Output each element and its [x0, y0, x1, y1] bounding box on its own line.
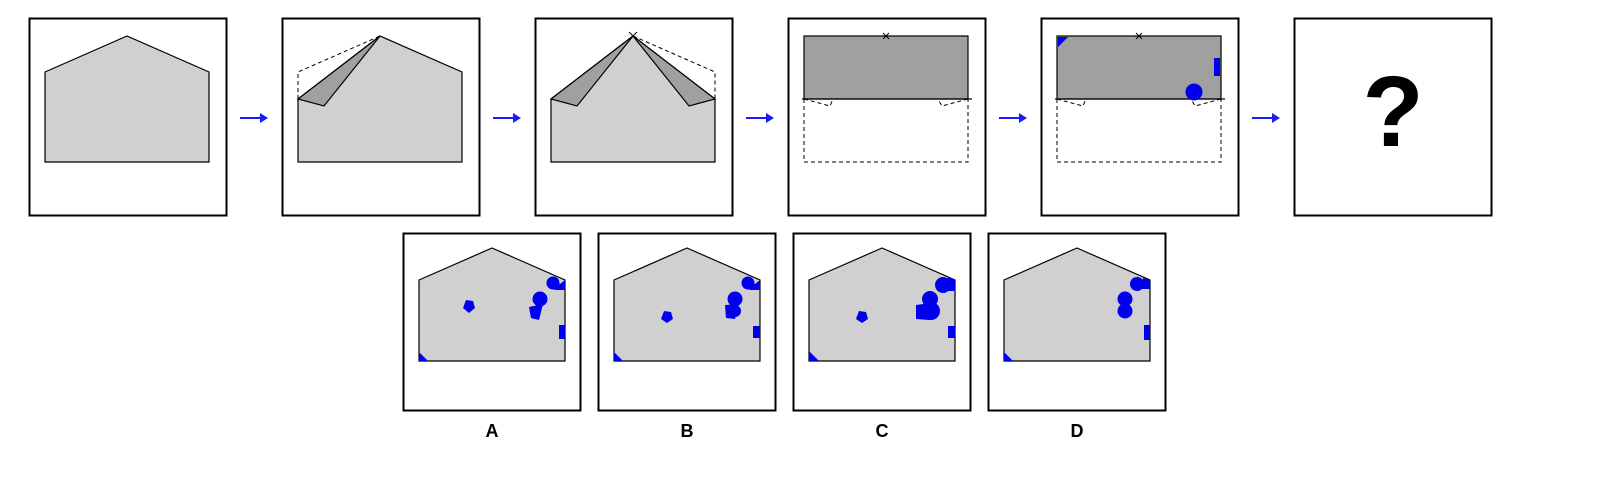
option-c-label[interactable]: C	[875, 421, 889, 441]
option-a-diagram[interactable]	[402, 232, 582, 412]
hole-pentagon	[463, 300, 475, 313]
arrow-icon	[493, 113, 521, 123]
hole-circle-punch	[1185, 83, 1203, 101]
option-b-panel[interactable]	[597, 232, 777, 412]
step-1-diagram	[28, 17, 228, 217]
arrow-icon	[240, 113, 268, 123]
hole-corner	[419, 352, 428, 361]
arrow-icon	[1252, 113, 1280, 123]
folded-flap-left	[549, 35, 634, 107]
paper-sheet	[44, 35, 210, 163]
fold-outline	[297, 35, 381, 99]
question-panel: ?	[1293, 17, 1493, 217]
hole-corner	[809, 351, 819, 361]
hole-corner	[1004, 352, 1013, 361]
hole-circle	[1117, 303, 1133, 319]
paper-sheet	[613, 247, 761, 362]
hole-edge	[753, 326, 760, 338]
hole-circle	[1130, 277, 1144, 291]
step-2-diagram	[281, 17, 481, 217]
step-4-diagram	[787, 17, 987, 217]
question-mark: ?	[1362, 56, 1424, 168]
hole-edge	[1144, 325, 1150, 340]
option-d-panel[interactable]	[987, 232, 1167, 412]
hole-edge	[559, 325, 565, 339]
fold-outline	[803, 99, 969, 163]
hole-circle	[741, 276, 755, 290]
hole-circle	[935, 277, 951, 293]
step-5-panel	[1040, 17, 1240, 217]
paper-sheet	[808, 247, 956, 362]
hole-edge	[948, 326, 955, 338]
arrow-icon	[746, 113, 774, 123]
hole-quad	[529, 304, 543, 320]
folded-flap	[296, 35, 381, 107]
hole-corner-punch	[1058, 37, 1068, 47]
hole-circle	[727, 291, 743, 307]
folded-flap-right	[632, 35, 717, 107]
step-5-diagram	[1040, 17, 1240, 217]
step-3-panel	[534, 17, 734, 217]
arrow-icon	[999, 113, 1027, 123]
option-a-label[interactable]: A	[485, 421, 499, 441]
hole-pentagon	[856, 311, 868, 323]
option-b-diagram[interactable]	[597, 232, 777, 412]
hole-circle	[532, 291, 548, 307]
paper-sheet	[1003, 247, 1151, 362]
step-3-diagram	[534, 17, 734, 217]
step-4-panel	[787, 17, 987, 217]
step-2-panel	[281, 17, 481, 217]
option-b-label[interactable]: B	[680, 421, 694, 441]
hole-edge-punch	[1214, 58, 1220, 76]
fold-outline	[1056, 99, 1222, 163]
option-d-diagram[interactable]	[987, 232, 1167, 412]
option-c-panel[interactable]	[792, 232, 972, 412]
hole-pentagon	[661, 311, 673, 323]
step-1-panel	[28, 17, 228, 217]
question-frame	[1293, 17, 1493, 217]
hole-corner	[614, 352, 623, 361]
fold-outline	[632, 35, 716, 99]
hole-circle	[1117, 291, 1133, 307]
folded-paper	[803, 35, 969, 100]
hole-circle	[546, 276, 560, 290]
option-a-panel[interactable]	[402, 232, 582, 412]
option-d-label[interactable]: D	[1070, 421, 1084, 441]
panel-border	[1293, 17, 1493, 217]
option-c-diagram[interactable]	[792, 232, 972, 412]
paper-sheet	[418, 247, 566, 362]
